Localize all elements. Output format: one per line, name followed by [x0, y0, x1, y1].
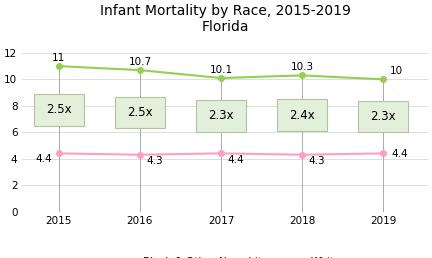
Text: 10.7: 10.7: [128, 57, 152, 67]
Text: 4.4: 4.4: [391, 149, 408, 159]
White: [219, 152, 224, 155]
White: [56, 152, 61, 155]
Line: Black & Other Nonwhite: Black & Other Nonwhite: [56, 63, 386, 82]
Black & Other Nonwhite: [56, 64, 61, 68]
Title: Infant Mortality by Race, 2015-2019
Florida: Infant Mortality by Race, 2015-2019 Flor…: [100, 4, 350, 34]
Legend: Black & Other Nonwhite, White: Black & Other Nonwhite, White: [105, 253, 346, 258]
Text: 10.1: 10.1: [210, 65, 232, 75]
Black & Other Nonwhite: [137, 69, 143, 72]
White: [137, 153, 143, 156]
FancyBboxPatch shape: [277, 99, 327, 131]
Text: 4.4: 4.4: [36, 155, 52, 164]
White: [299, 153, 305, 156]
Black & Other Nonwhite: [381, 78, 386, 81]
FancyBboxPatch shape: [115, 96, 165, 128]
Text: 10: 10: [390, 66, 403, 76]
Text: 4.3: 4.3: [308, 156, 325, 166]
Text: 10.3: 10.3: [291, 62, 314, 72]
Line: White: White: [56, 151, 386, 157]
Text: 2.3x: 2.3x: [370, 110, 396, 123]
Text: 4.4: 4.4: [228, 155, 244, 165]
Text: 2.5x: 2.5x: [127, 106, 152, 119]
Text: 4.3: 4.3: [146, 156, 163, 166]
Black & Other Nonwhite: [219, 76, 224, 79]
Text: 11: 11: [52, 53, 65, 63]
FancyBboxPatch shape: [358, 101, 408, 132]
Text: 2.3x: 2.3x: [208, 109, 234, 122]
Black & Other Nonwhite: [299, 74, 305, 77]
FancyBboxPatch shape: [34, 94, 84, 126]
FancyBboxPatch shape: [196, 100, 246, 132]
White: [381, 152, 386, 155]
Text: 2.4x: 2.4x: [289, 109, 315, 122]
Text: 2.5x: 2.5x: [46, 103, 72, 116]
